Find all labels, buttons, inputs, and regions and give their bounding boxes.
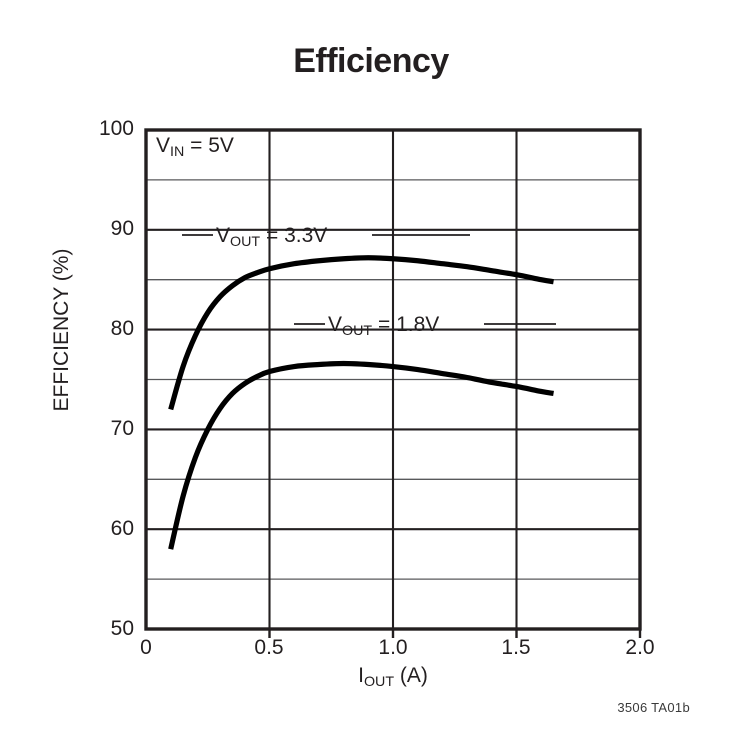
x-tick-label: 1.0 bbox=[378, 636, 408, 659]
x-tick-label: 2.0 bbox=[625, 636, 655, 659]
x-axis-label-subscript: OUT bbox=[363, 673, 395, 690]
x-axis-label: IOUT (A) bbox=[146, 664, 640, 690]
annotation-leader-lines bbox=[182, 234, 556, 325]
y-tick-label: 80 bbox=[110, 317, 134, 340]
x-axis-label-unit: (A) bbox=[394, 664, 428, 687]
axis-tick-marks bbox=[268, 629, 642, 638]
y-tick-label: 60 bbox=[110, 517, 134, 540]
annotation-vin-rest: = 5V bbox=[184, 134, 234, 157]
annotation-vin-main: V bbox=[156, 134, 171, 157]
annotation-vin-subscript: IN bbox=[170, 143, 185, 160]
chart-title: Efficiency bbox=[293, 42, 449, 80]
y-tick-label: 100 bbox=[98, 117, 134, 140]
x-tick-label: 1.5 bbox=[501, 636, 531, 659]
annotation-vout-3v3-subscript: OUT bbox=[230, 233, 261, 250]
x-tick-label: 0 bbox=[140, 636, 152, 659]
annotation-vout-1v8-subscript: OUT bbox=[342, 322, 373, 339]
x-tick-label: 0.5 bbox=[254, 636, 284, 659]
x-axis-label-main: I bbox=[358, 664, 364, 687]
y-tick-label: 70 bbox=[110, 417, 134, 440]
grid-major-lines bbox=[146, 130, 640, 629]
y-tick-label: 50 bbox=[110, 617, 134, 640]
reference-code: 3506 TA01b bbox=[617, 700, 690, 715]
annotation-vin: VIN = 5V bbox=[156, 134, 234, 160]
y-tick-label: 90 bbox=[110, 217, 134, 240]
data-series-group bbox=[168, 255, 554, 550]
y-tick-label-group: 50 60 70 80 90 100 bbox=[72, 0, 134, 745]
